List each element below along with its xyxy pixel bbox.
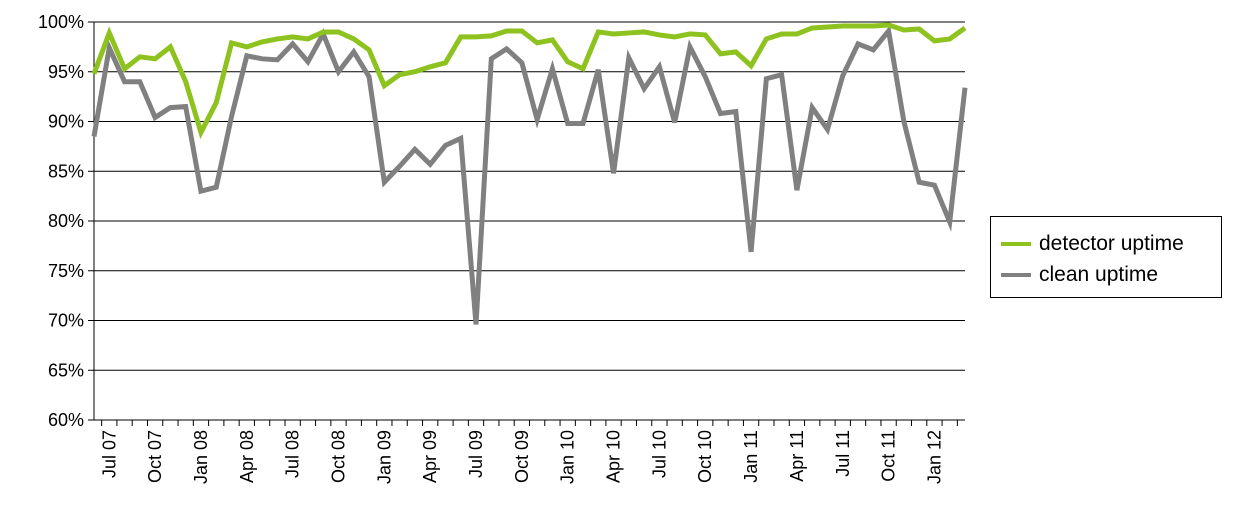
x-tick-label: Apr 10 [604,430,624,483]
series-line-clean-uptime [91,25,968,325]
series-lines [91,22,968,325]
legend-swatch-clean-uptime [1001,273,1031,277]
y-tick-label: 95% [48,62,84,82]
y-tick-label: 85% [48,161,84,181]
legend-label-clean-uptime: clean uptime [1039,263,1159,286]
legend-item-detector-uptime: detector uptime [1001,231,1184,257]
x-tick-label: Oct 08 [328,430,348,483]
x-tick-label: Jul 08 [283,430,303,478]
y-tick-label: 75% [48,261,84,281]
legend-label-detector-uptime: detector uptime [1039,232,1184,255]
x-tick-label: Oct 07 [145,430,165,483]
legend-item-clean-uptime: clean uptime [1001,262,1158,288]
x-tick-label: Oct 10 [695,430,715,483]
y-tick-labels: 60% 65% 70% 75% 80% 85% 90% 95% 100% [38,12,84,430]
legend: detector uptime clean uptime [990,216,1222,298]
x-tick-label: Jan 11 [741,430,761,483]
x-tick-label: Jan 12 [924,430,944,484]
series-line-detector-uptime [91,22,967,140]
x-tick-label: Jul 10 [649,430,669,478]
y-tick-label: 65% [48,360,84,380]
x-tick-label: Oct 11 [879,430,899,482]
x-tick-label: Jul 09 [466,430,486,478]
x-tick-label: Jul 11 [833,430,853,477]
axes [88,21,965,426]
x-tick-label: Jul 07 [99,430,119,478]
x-tick-label: Apr 11 [787,430,807,482]
x-tick-label: Jan 10 [558,430,578,484]
x-tick-label: Apr 08 [237,430,257,483]
x-tick-label: Apr 09 [420,430,440,483]
legend-swatch-detector-uptime [1001,242,1031,246]
x-tick-label: Jan 09 [374,430,394,484]
y-tick-label: 60% [48,410,84,430]
y-tick-label: 80% [48,211,84,231]
y-tick-label: 70% [48,311,84,331]
y-tick-label: 90% [48,112,84,132]
x-tick-label: Jan 08 [191,430,211,484]
x-tick-labels: Jul 07 Oct 07 Jan 08 Apr 08 Jul 08 Oct 08 Jan … [99,430,944,484]
y-tick-label: 100% [38,12,84,32]
gridlines [94,21,965,371]
x-tick-label: Oct 09 [512,430,532,483]
